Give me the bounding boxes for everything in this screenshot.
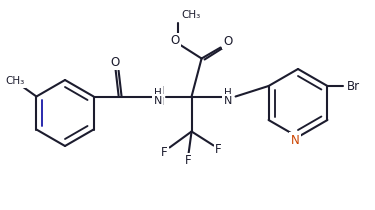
Text: N: N bbox=[224, 96, 232, 105]
Text: O: O bbox=[170, 34, 179, 47]
Text: F: F bbox=[185, 154, 192, 167]
Text: F: F bbox=[161, 146, 168, 159]
Text: CH₃: CH₃ bbox=[6, 76, 25, 87]
Text: H: H bbox=[154, 88, 162, 97]
Text: H
N: H N bbox=[155, 86, 164, 107]
Text: O: O bbox=[110, 56, 119, 69]
Text: H: H bbox=[224, 88, 231, 97]
Text: Br: Br bbox=[347, 80, 360, 92]
Text: O: O bbox=[223, 35, 232, 48]
Text: CH₃: CH₃ bbox=[182, 9, 201, 20]
Text: N: N bbox=[153, 96, 162, 105]
Text: N: N bbox=[291, 134, 299, 147]
Text: F: F bbox=[215, 143, 222, 156]
